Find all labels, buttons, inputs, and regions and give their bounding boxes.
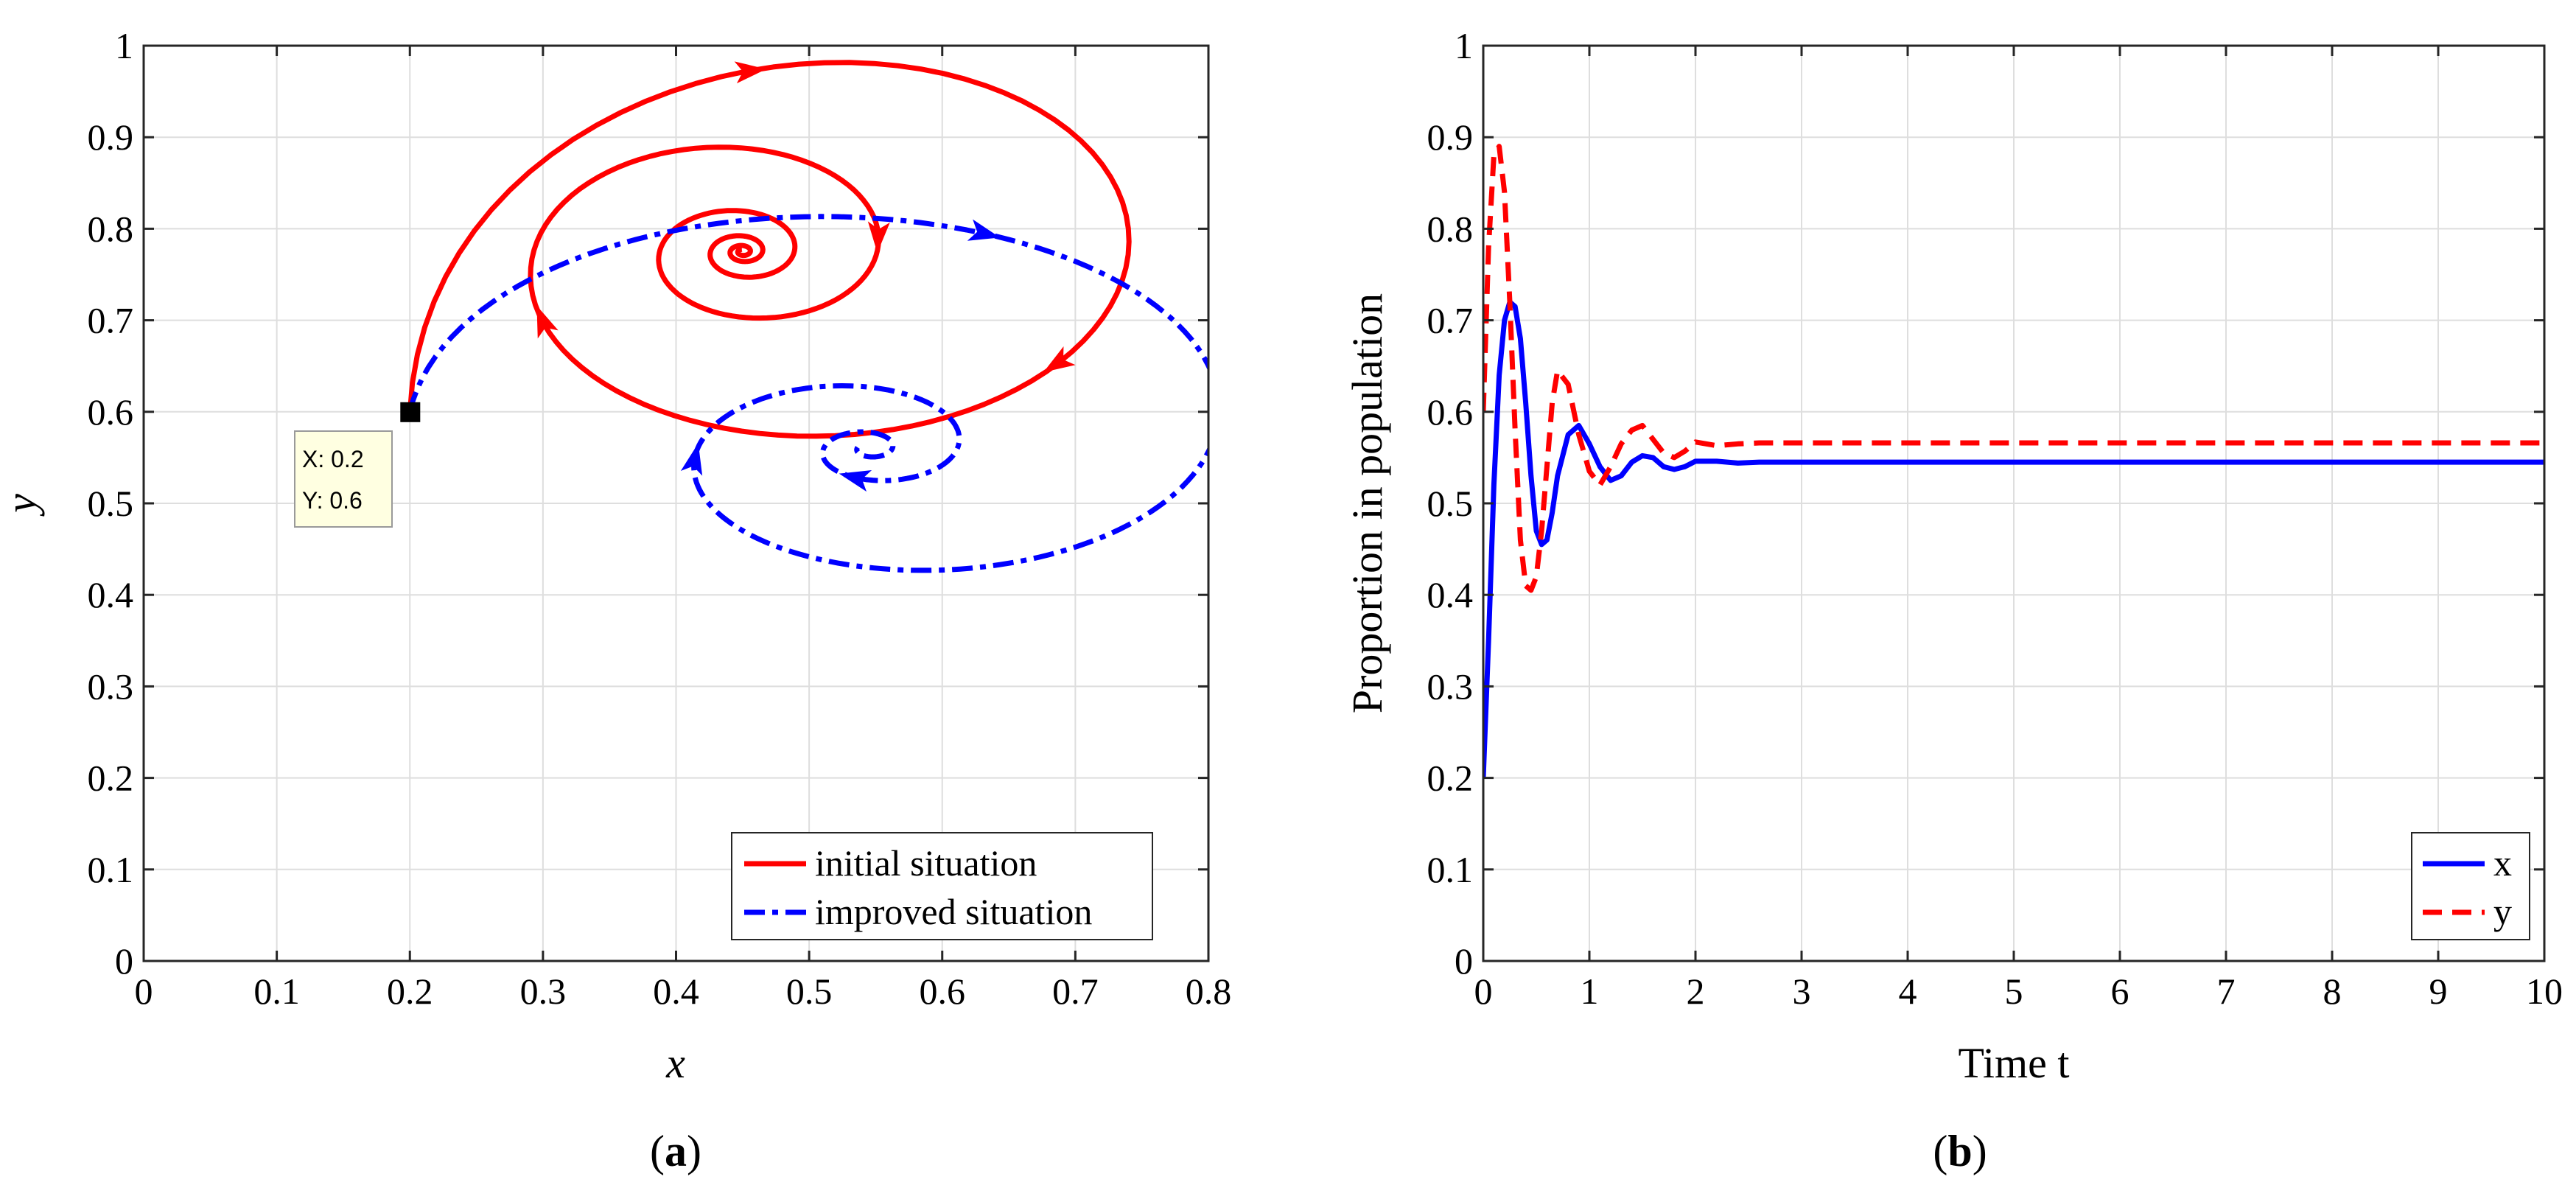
panel-a-xlabel: x [665,1039,685,1087]
trajectory-initial [407,60,1132,439]
x-tick-label: 0 [1474,971,1493,1012]
legend-label-initial: initial situation [815,842,1037,884]
panel-a-phase-plot: 0 0.1 0.2 0.3 0.4 0.5 0.6 0.7 0.8 0 0.1 0.2 0.3 0.4 0.… [0,25,1231,1175]
x-tick-label: 0.7 [1052,971,1099,1012]
x-tick-label: 5 [2005,971,2023,1012]
legend-label-y: y [2493,891,2512,932]
panel-a-legend: initial situation improved situation [731,832,1153,940]
trajectory-improved [407,214,1208,573]
caption-close: ) [1973,1127,1987,1175]
y-tick-label: 0.6 [1427,391,1474,433]
x-tick-label: 0.2 [387,971,433,1012]
y-tick-label: 0.4 [88,574,134,615]
panel-a-ticks: 0 0.1 0.2 0.3 0.4 0.5 0.6 0.7 0.8 0 0.1 0.2 0.3 0.4 0.… [88,25,1232,1012]
x-tick-label: 0.8 [1186,971,1232,1012]
direction-arrow [536,305,559,339]
caption-close: ) [687,1127,701,1175]
x-tick-label: 9 [2429,971,2448,1012]
direction-arrow [1043,346,1076,373]
x-tick-label: 1 [1581,971,1599,1012]
x-tick-label: 0 [135,971,153,1012]
y-tick-label: 0.9 [88,116,134,158]
datatip-x-text: X: 0.2 [302,446,364,472]
y-tick-label: 0.8 [1427,208,1474,249]
x-tick-label: 8 [2323,971,2342,1012]
direction-arrow [967,219,1001,241]
direction-arrow [839,469,872,492]
y-tick-label: 1 [115,25,133,66]
caption-letter: b [1947,1127,1972,1175]
y-tick-label: 0.3 [1427,665,1474,707]
datatip-box [294,430,393,528]
x-tick-label: 7 [2217,971,2236,1012]
panel-b-time-series: 0 1 2 3 4 5 6 7 8 9 10 0 0.1 0.2 0.3 0.4 0.5 0.6 0.7 0.8 0.9… [1343,25,2563,1175]
panel-b-ticks: 0 1 2 3 4 5 6 7 8 9 10 0 0.1 0.2 0.3 0.4 0.5 0.6 0.7 0.8 0.9… [1427,25,2563,1012]
x-tick-label: 6 [2111,971,2129,1012]
datatip-marker[interactable] [400,402,421,422]
y-tick-label: 0.3 [88,665,134,707]
y-tick-label: 0.2 [1427,758,1474,799]
caption-open: ( [650,1127,665,1175]
caption-open: ( [1933,1127,1947,1175]
x-tick-label: 0.1 [253,971,300,1012]
x-tick-label: 3 [1793,971,1811,1012]
y-tick-label: 0.7 [1427,300,1474,341]
y-tick-label: 0.1 [88,849,134,890]
x-tick-label: 0.4 [653,971,699,1012]
legend-label-x: x [2493,842,2512,884]
caption-letter: a [665,1127,687,1175]
panel-a-arrows [536,61,1076,492]
panel-b-ylabel: Proportion in population [1343,293,1391,713]
legend-box [2411,832,2530,940]
x-tick-label: 0.5 [786,971,833,1012]
panel-b-caption: (b) [1933,1127,1987,1175]
y-tick-label: 0.1 [1427,849,1474,890]
panel-a-curves [407,60,1208,573]
panel-a-ylabel: y [0,494,45,517]
panel-b-legend: x y [2411,832,2530,940]
y-tick-label: 0.6 [88,391,134,433]
y-tick-label: 0.5 [88,483,134,524]
direction-arrow [867,221,890,254]
x-tick-label: 10 [2526,971,2563,1012]
panel-a-datatip[interactable]: X: 0.2 Y: 0.6 [294,430,393,528]
panel-b-curves [1483,144,2544,778]
y-tick-label: 0.5 [1427,483,1474,524]
y-tick-label: 0 [115,940,133,982]
legend-box [731,832,1153,940]
series-line-y [1483,144,2544,593]
panel-a-caption: (a) [650,1127,701,1175]
x-tick-label: 4 [1899,971,1917,1012]
y-tick-label: 0 [1455,940,1473,982]
y-tick-label: 0.4 [1427,574,1474,615]
panel-b-grid [1483,46,2544,961]
y-tick-label: 0.2 [88,758,134,799]
y-tick-label: 1 [1455,25,1473,66]
panel-b-xlabel: Time t [1959,1039,2070,1087]
x-tick-label: 0.3 [520,971,567,1012]
direction-arrow [734,61,767,84]
direction-arrow [680,443,703,476]
y-tick-label: 0.9 [1427,116,1474,158]
x-tick-label: 0.6 [920,971,966,1012]
datatip-y-text: Y: 0.6 [302,487,363,514]
y-tick-label: 0.8 [88,208,134,249]
legend-label-improved: improved situation [815,891,1092,932]
series-line-x [1483,299,2544,778]
x-tick-label: 2 [1687,971,1705,1012]
y-tick-label: 0.7 [88,300,134,341]
